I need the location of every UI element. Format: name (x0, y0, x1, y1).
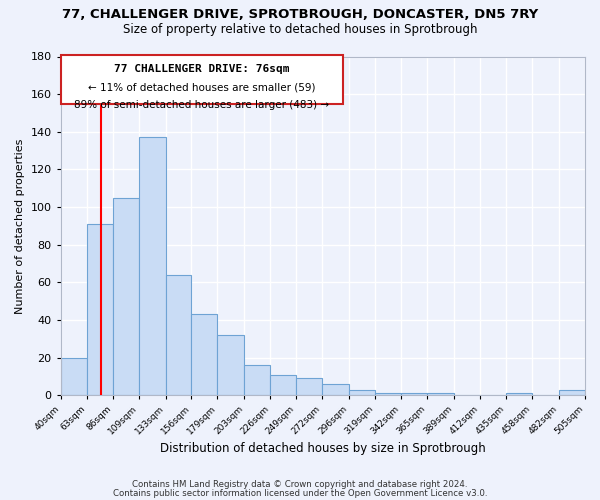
Text: ← 11% of detached houses are smaller (59): ← 11% of detached houses are smaller (59… (88, 83, 316, 93)
Text: Size of property relative to detached houses in Sprotbrough: Size of property relative to detached ho… (123, 22, 477, 36)
Bar (61, 358, 86, 396)
Bar (166, 275, 191, 396)
Text: 89% of semi-detached houses are larger (483) →: 89% of semi-detached houses are larger (… (74, 100, 329, 110)
Text: Contains public sector information licensed under the Open Government Licence v3: Contains public sector information licen… (113, 489, 487, 498)
Bar (191, 314, 217, 396)
Bar (375, 394, 401, 396)
Bar (296, 378, 322, 396)
Bar (322, 384, 349, 396)
Text: 77 CHALLENGER DRIVE: 76sqm: 77 CHALLENGER DRIVE: 76sqm (114, 64, 289, 74)
Bar (139, 138, 166, 396)
Text: Contains HM Land Registry data © Crown copyright and database right 2024.: Contains HM Land Registry data © Crown c… (132, 480, 468, 489)
Bar (271, 374, 296, 396)
Bar (559, 390, 585, 396)
Bar (244, 365, 271, 396)
Text: 77, CHALLENGER DRIVE, SPROTBROUGH, DONCASTER, DN5 7RY: 77, CHALLENGER DRIVE, SPROTBROUGH, DONCA… (62, 8, 538, 20)
X-axis label: Distribution of detached houses by size in Sprotbrough: Distribution of detached houses by size … (160, 442, 486, 455)
Bar (427, 394, 454, 396)
FancyBboxPatch shape (61, 54, 343, 104)
Bar (217, 335, 244, 396)
Y-axis label: Number of detached properties: Number of detached properties (15, 138, 25, 314)
Bar (113, 198, 139, 396)
Bar (86, 224, 113, 396)
Bar (401, 394, 427, 396)
Bar (349, 390, 375, 396)
Bar (506, 394, 532, 396)
